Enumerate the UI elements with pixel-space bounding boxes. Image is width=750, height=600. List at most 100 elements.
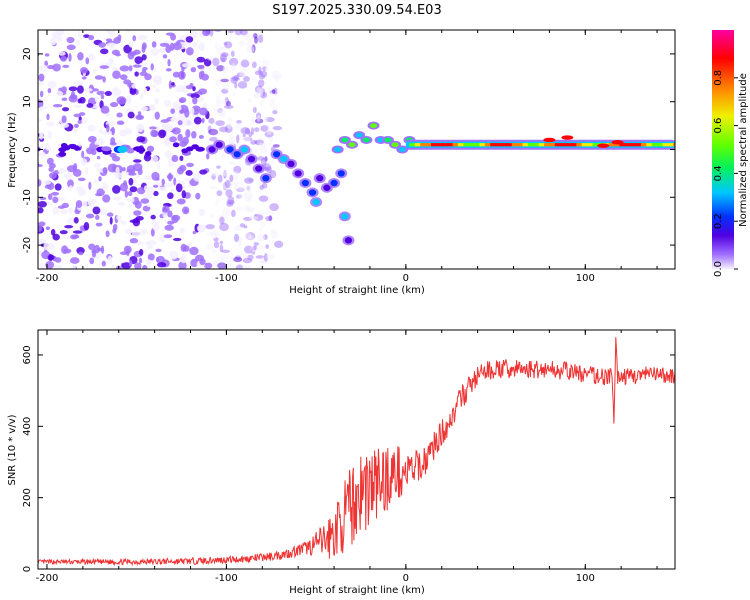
spectrogram-noise-blob	[99, 128, 103, 135]
spectrogram-noise-blob	[244, 177, 254, 184]
spectrogram-noise-blob	[239, 223, 246, 228]
colorbar-gradient	[712, 30, 734, 269]
spectrogram-noise-blob	[259, 90, 266, 98]
spectrogram-noise-blob	[63, 172, 73, 180]
spectrogram-noise-blob	[220, 110, 226, 118]
spectrogram-noise-blob	[142, 67, 148, 71]
spectrogram-noise-blob	[202, 30, 211, 37]
spectrogram-noise-blob	[226, 260, 232, 267]
spectrogram-noise-blob	[27, 173, 36, 178]
spectrogram-noise-blob	[38, 81, 44, 86]
spectrogram-noise-blob	[253, 214, 264, 221]
spectrogram-noise-blob	[50, 228, 56, 236]
snr-xtick-label: 100	[576, 573, 595, 584]
colorbar: 0.0 0.2 0.4 0.6 0.8 Normalized spectral ampl…	[712, 30, 749, 277]
snr-series-line	[38, 337, 675, 567]
spectrogram-noise-blob	[65, 227, 72, 232]
spectrogram-noise-blob	[46, 242, 56, 251]
spectrogram-noise-blob	[265, 244, 270, 249]
spectrogram-noise-blob	[146, 259, 153, 265]
spectrogram-noise-blob	[258, 79, 265, 88]
spectrogram-noise-blob	[259, 99, 264, 107]
spectrogram-noise-blob	[263, 253, 268, 262]
spectrogram-noise-blob	[219, 244, 224, 253]
spectrogram-noise-blob	[271, 70, 281, 80]
spectrogram-noise-blob	[206, 231, 214, 236]
spectrogram-noise-blob	[222, 182, 233, 190]
spectrogram-noise-blob	[123, 171, 129, 176]
spectrogram-noise-blob	[102, 130, 113, 136]
spectrogram-noise-blob	[258, 88, 264, 97]
spectrogram-noise-blob	[233, 233, 240, 243]
spectrogram-noise-blob	[209, 137, 218, 142]
spectrogram-noise-blob	[190, 93, 200, 99]
spectrogram-noise-blob	[193, 116, 202, 125]
spectrogram-branch-blob	[240, 146, 248, 153]
spectrogram-noise-blob	[167, 220, 175, 225]
steady-tone-core	[576, 143, 584, 147]
spectrogram-noise-blob	[32, 207, 35, 213]
spectrogram-noise-blob	[126, 197, 135, 203]
spectrogram-noise-blob	[77, 177, 86, 182]
spectrogram-noise-blob	[236, 187, 245, 192]
spectrogram-noise-blob	[192, 230, 197, 235]
spectrogram-noise-blob	[179, 227, 185, 235]
spectrogram-noise-blob	[215, 120, 225, 126]
spectrogram-noise-blob	[254, 70, 264, 76]
spectrogram-noise-blob	[47, 193, 53, 201]
spectrogram-noise-blob	[148, 155, 159, 163]
spectrogram-noise-blob	[219, 222, 229, 232]
spectrogram-noise-blob	[93, 163, 101, 168]
spectrogram-noise-blob	[76, 39, 80, 46]
spectrogram-noise-blob	[192, 86, 196, 92]
spectrogram-noise-blob	[173, 237, 182, 242]
spectrogram-image	[27, 30, 675, 269]
spectrogram-noise-blob	[170, 188, 175, 193]
spectrogram-arc-blob	[384, 137, 392, 143]
steady-tone-peak	[561, 135, 574, 140]
spectrogram-noise-blob	[38, 250, 43, 256]
spectrogram-noise-blob	[122, 167, 126, 172]
spectrogram-branch-blob	[312, 198, 320, 206]
spectrogram-noise-blob	[124, 190, 129, 198]
spectrogram-noise-blob	[171, 82, 175, 86]
spectrogram-noise-blob	[233, 183, 238, 190]
spectrogram-noise-blob	[246, 207, 255, 212]
spectrogram-ytick-label: 20	[22, 48, 33, 61]
spectrogram-noise-blob	[133, 159, 142, 163]
spectrogram-noise-blob	[221, 249, 231, 253]
spectrogram-noise-blob	[227, 137, 236, 146]
spectrogram-noise-blob	[256, 115, 261, 122]
steady-tone-peak	[543, 137, 556, 143]
spectrogram-noise-blob	[245, 183, 252, 192]
spectrogram-noise-blob	[158, 129, 167, 139]
spectrogram-noise-blob	[233, 225, 242, 232]
spectrogram-noise-blob	[260, 93, 265, 100]
spectrogram-noise-blob	[70, 265, 76, 269]
spectrogram-arc-blob	[334, 147, 342, 152]
spectrogram-noise-blob	[171, 214, 181, 221]
spectrogram-noise-blob	[45, 226, 50, 231]
spectrogram-noise-blob	[127, 111, 135, 119]
spectrogram-noise-blob	[59, 208, 68, 215]
spectrogram-noise-blob	[43, 242, 49, 251]
spectrogram-noise-blob	[266, 166, 272, 174]
spectrogram-noise-blob	[170, 108, 176, 114]
spectrogram-branch-blob	[233, 151, 241, 158]
spectrogram-noise-blob	[237, 81, 248, 89]
spectrogram-noise-blob	[228, 134, 234, 140]
spectrogram-noise-blob	[48, 167, 54, 172]
spectrogram-noise-blob	[262, 88, 266, 97]
spectrogram-noise-blob	[178, 70, 186, 80]
spectrogram-noise-blob	[219, 53, 228, 63]
spectrogram-noise-blob	[53, 264, 63, 269]
spectrogram-noise-blob	[243, 225, 248, 229]
spectrogram-noise-blob	[38, 151, 46, 158]
spectrogram-noise-blob	[147, 253, 155, 261]
spectrogram-noise-blob	[191, 131, 197, 139]
spectrogram-noise-blob	[87, 53, 95, 61]
spectrogram-noise-blob	[150, 228, 155, 237]
spectrogram-noise-blob	[220, 57, 226, 63]
spectrogram-noise-blob	[134, 262, 142, 269]
spectrogram-noise-blob	[190, 66, 197, 73]
